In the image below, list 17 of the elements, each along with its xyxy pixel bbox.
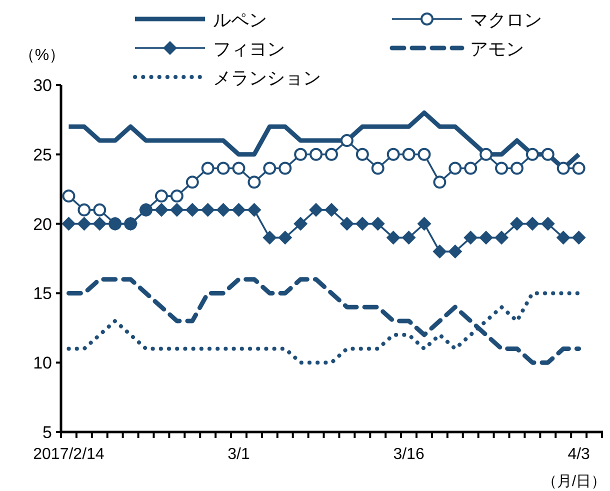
- x-axis-title: （月/日）: [542, 473, 606, 490]
- y-tick-label: 20: [33, 214, 52, 234]
- legend-label: アモン: [470, 39, 524, 59]
- y-tick-label: 5: [42, 423, 52, 442]
- legend-label: マクロン: [470, 10, 542, 30]
- x-tick-label: 2017/2/14: [33, 446, 104, 463]
- x-tick-label: 3/16: [393, 446, 424, 463]
- x-tick-label: 3/1: [228, 446, 250, 463]
- legend-label: フィヨン: [213, 39, 285, 59]
- x-tick-label: 4/3: [568, 446, 590, 463]
- y-tick-label: 30: [33, 76, 52, 95]
- y-tick-label: 15: [33, 284, 52, 304]
- y-tick-label: 10: [33, 354, 52, 373]
- legend-label: メランション: [213, 68, 321, 88]
- y-tick-label: 25: [33, 145, 52, 164]
- y-axis-title: （%）: [18, 47, 66, 64]
- legend-label: ルペン: [213, 10, 267, 30]
